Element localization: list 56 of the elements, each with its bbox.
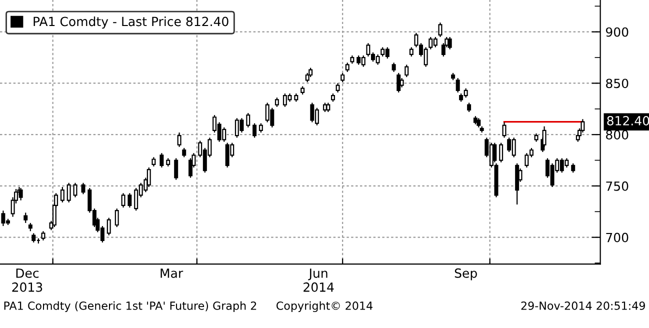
candlestick [396,72,401,94]
candlestick [114,208,119,228]
candlestick [252,122,257,138]
candlestick [121,192,126,208]
x-tick-label: Mar [160,268,184,278]
candlestick [336,82,340,94]
candlestick [467,102,472,113]
candlestick [32,232,36,244]
y-tick-label: 900 [606,27,628,37]
candlestick [60,186,64,203]
text: Copyright© 2014 [276,301,372,312]
candlestick [308,67,313,78]
candlestick [392,62,396,72]
candlestick [146,166,151,188]
candlestick [182,147,186,158]
candlestick [499,142,504,163]
x-tick-label: Jun 2014 [304,268,334,292]
legend-label: PA1 Comdty - Last Price 812.40 [34,16,228,29]
text: PA1 Comdty (Generic 1st 'PA' Future) Graph 2 [4,301,256,312]
candlestick [246,112,250,128]
candlestick [174,158,178,180]
candlestick [128,192,132,208]
candlestick [258,122,263,134]
candlestick [24,212,28,224]
candlestick [409,46,414,58]
candlestick [326,102,330,113]
candlestick [340,72,345,83]
y-tick-label: 850 [606,78,628,88]
candlestick [81,182,86,195]
annotation: 812.40 [607,116,649,126]
candlestick [400,78,404,88]
y-tick-label: 700 [606,232,628,242]
candlestick [571,162,576,174]
candlestick [502,122,506,138]
text: 29-Nov-2014 20:51:49 [521,302,645,310]
candlestick [492,142,497,163]
y-tick-label: 750 [606,181,628,191]
candlestick [274,97,279,108]
candlestick [438,22,442,38]
candlestick [160,152,164,168]
x-tick-label: Dec 2013 [12,268,42,292]
x-tick-label: Sep [454,268,477,280]
candlestick [41,230,46,241]
candlestick [106,217,111,236]
candlestick [456,78,460,94]
y-tick-label: 800 [606,130,628,140]
candlestick [476,118,481,128]
candlestick [404,64,409,78]
candlestick [66,182,71,203]
candlestick [580,118,585,134]
candlestick [345,62,350,72]
candlestick [73,182,78,198]
candlestick [448,36,452,50]
candlestick [177,132,182,148]
candlestick [305,72,310,83]
candlestick [152,156,156,167]
